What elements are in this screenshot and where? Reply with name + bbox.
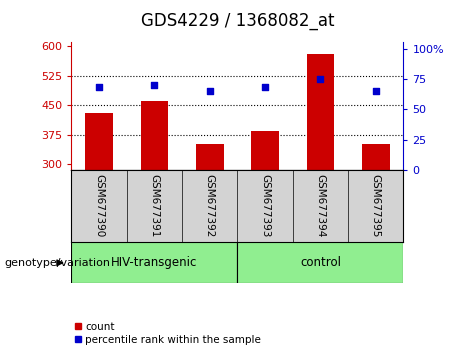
- Bar: [251, 131, 279, 170]
- Point: [151, 82, 158, 88]
- Text: GSM677393: GSM677393: [260, 173, 270, 237]
- Point: [261, 85, 269, 90]
- Bar: [362, 144, 390, 170]
- Point: [206, 88, 213, 94]
- Bar: [141, 101, 168, 170]
- Text: control: control: [300, 256, 341, 269]
- Point: [317, 76, 324, 82]
- Text: GSM677392: GSM677392: [205, 173, 215, 237]
- Bar: [196, 144, 224, 170]
- Text: GDS4229 / 1368082_at: GDS4229 / 1368082_at: [141, 12, 334, 30]
- Text: GSM677391: GSM677391: [149, 173, 160, 237]
- Text: HIV-transgenic: HIV-transgenic: [111, 256, 198, 269]
- Legend: count, percentile rank within the sample: count, percentile rank within the sample: [70, 317, 266, 349]
- FancyBboxPatch shape: [71, 242, 237, 283]
- Bar: [85, 113, 113, 170]
- Text: GSM677390: GSM677390: [94, 173, 104, 237]
- Point: [372, 88, 379, 94]
- Text: genotype/variation: genotype/variation: [5, 258, 111, 268]
- Text: GSM677394: GSM677394: [315, 173, 325, 237]
- Point: [95, 85, 103, 90]
- Bar: [307, 54, 334, 170]
- Text: GSM677395: GSM677395: [371, 173, 381, 237]
- FancyBboxPatch shape: [237, 242, 403, 283]
